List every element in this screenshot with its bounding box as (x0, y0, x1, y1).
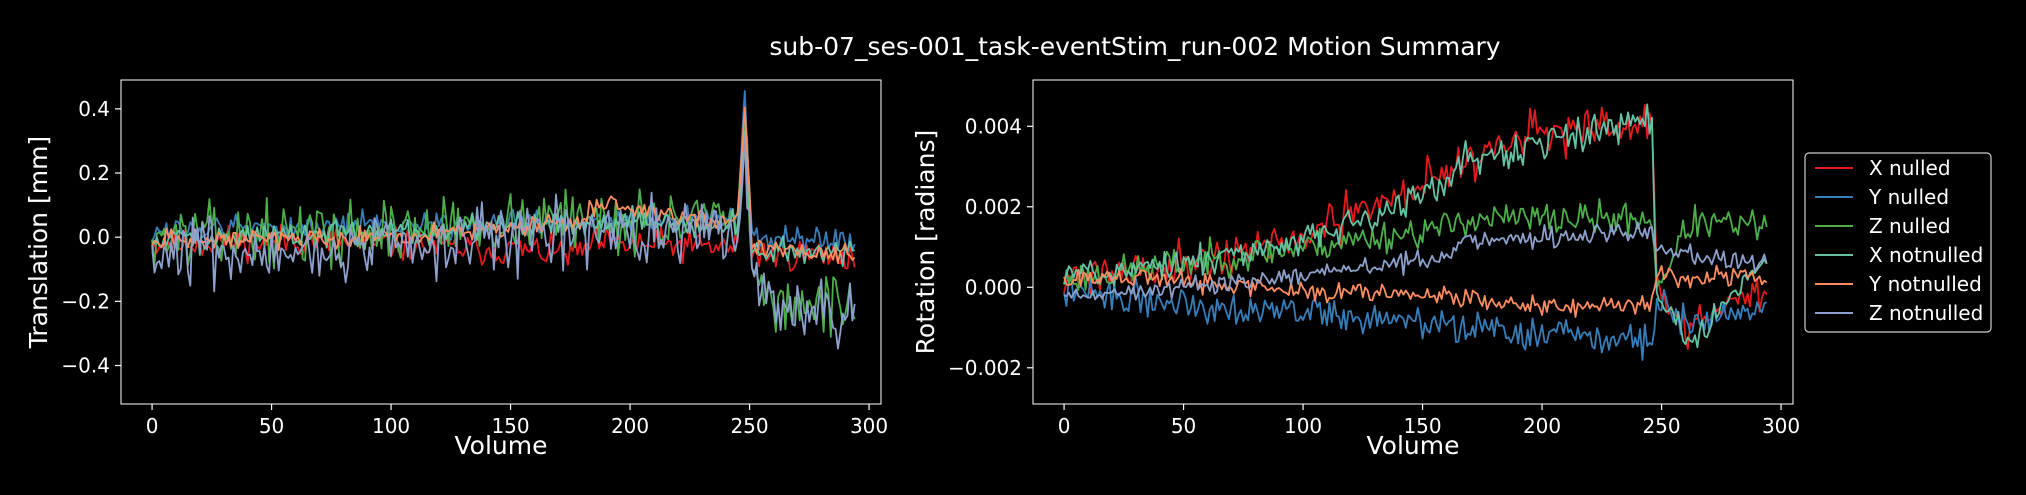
legend-label-y-nulled: Y nulled (1868, 185, 1949, 209)
series-line-x-nulled (1063, 104, 1768, 350)
x-tick-label: 250 (1642, 414, 1680, 438)
x-tick-label: 100 (372, 414, 410, 438)
y-tick-label: 0.4 (78, 97, 110, 121)
series-group (151, 90, 856, 350)
series-line-y-notnulled (1063, 264, 1768, 318)
series-group (1063, 103, 1768, 361)
y-axis-label: Translation [mm] (24, 136, 53, 349)
series-line-z-notnulled (1063, 221, 1768, 301)
x-tick-label: 100 (1284, 414, 1322, 438)
y-tick-label: 0.000 (965, 275, 1022, 299)
y-tick-label: −0.2 (61, 289, 110, 313)
x-tick-label: 0 (1058, 414, 1071, 438)
y-tick-label: 0.002 (965, 195, 1022, 219)
figure-title: sub-07_ses-001_task-eventStim_run-002 Mo… (769, 32, 1500, 61)
legend: X nulled Y nulled Z nulled X notnulled Y not… (1804, 152, 1992, 333)
plot-frame (120, 79, 882, 405)
y-tick-label: 0.2 (78, 161, 110, 185)
x-tick-label: 200 (611, 414, 649, 438)
series-line-y-nulled (1063, 276, 1768, 361)
series-line-z-notnulled (151, 135, 856, 350)
x-tick-label: 200 (1523, 414, 1561, 438)
x-tick-label: 250 (730, 414, 768, 438)
x-tick-label: 150 (491, 414, 529, 438)
y-tick-label: −0.4 (61, 354, 110, 378)
plot-frame (1032, 79, 1794, 405)
rotation-panel: 0 50 100 150 200 250 300 −0.002 0.000 0.002 0.004 V… (911, 79, 1800, 460)
y-axis-label: Rotation [radians] (911, 130, 940, 355)
x-tick-label: 300 (1762, 414, 1800, 438)
x-tick-label: 50 (1171, 414, 1196, 438)
y-tick-label: 0.004 (965, 114, 1022, 138)
legend-label-z-nulled: Z nulled (1869, 214, 1951, 238)
y-tick-label: −0.002 (948, 356, 1022, 380)
x-tick-label: 0 (146, 414, 159, 438)
series-line-y-notnulled (151, 106, 856, 264)
x-tick-label: 50 (259, 414, 284, 438)
x-tick-label: 150 (1403, 414, 1441, 438)
legend-label-x-notnulled: X notnulled (1869, 243, 1983, 267)
legend-label-x-nulled: X nulled (1869, 156, 1951, 180)
y-tick-label: 0.0 (78, 225, 110, 249)
x-axis-label: Volume (455, 431, 548, 460)
x-axis-label: Volume (1367, 431, 1460, 460)
legend-label-z-notnulled: Z notnulled (1869, 301, 1983, 325)
translation-panel: 0 50 100 150 200 250 300 −0.4 −0.2 0.0 0.2 0.4 Volum… (24, 79, 888, 460)
x-tick-label: 300 (850, 414, 888, 438)
legend-label-y-notnulled: Y notnulled (1868, 272, 1982, 296)
